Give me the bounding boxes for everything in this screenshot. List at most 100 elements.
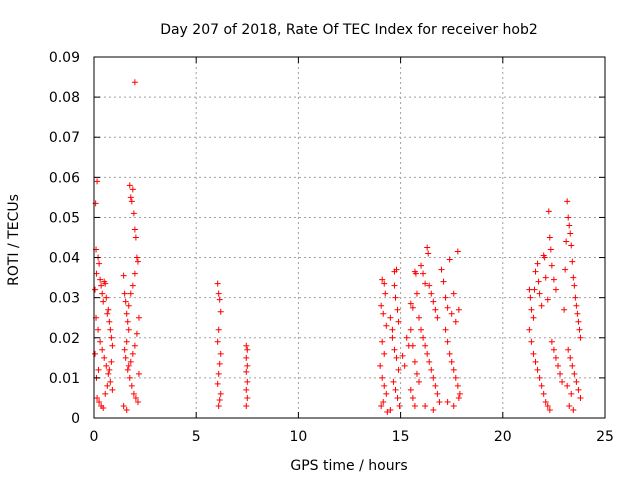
- data-point: [566, 402, 573, 409]
- data-point: [125, 302, 132, 309]
- data-point: [425, 250, 432, 257]
- data-point: [109, 342, 116, 349]
- x-axis-label: GPS time / hours: [290, 458, 407, 474]
- data-point: [107, 378, 114, 385]
- data-point: [392, 294, 399, 301]
- data-point: [415, 378, 422, 385]
- data-point: [428, 290, 435, 297]
- data-point: [381, 280, 388, 287]
- data-point: [546, 234, 553, 241]
- data-point: [420, 270, 427, 277]
- data-point: [559, 378, 566, 385]
- data-point: [108, 358, 115, 365]
- data-point: [442, 326, 449, 333]
- data-point: [121, 346, 128, 353]
- data-point: [395, 318, 402, 325]
- data-point: [536, 374, 543, 381]
- data-point: [244, 346, 251, 353]
- data-point: [569, 258, 576, 265]
- data-point: [422, 342, 429, 349]
- data-point: [530, 350, 537, 357]
- data-point: [436, 398, 443, 405]
- y-tick-label: 0.04: [49, 251, 80, 267]
- data-point: [109, 386, 116, 393]
- data-point: [418, 262, 425, 269]
- data-point: [548, 338, 555, 345]
- data-point: [420, 334, 427, 341]
- data-point: [446, 350, 453, 357]
- data-point: [378, 302, 385, 309]
- data-point: [243, 386, 250, 393]
- data-point: [123, 310, 130, 317]
- data-point: [383, 322, 390, 329]
- data-point: [545, 208, 552, 215]
- data-point: [380, 310, 387, 317]
- data-point: [526, 326, 533, 333]
- data-point: [572, 294, 579, 301]
- data-point: [528, 306, 535, 313]
- data-point: [384, 408, 391, 415]
- data-point: [394, 306, 401, 313]
- data-point: [413, 370, 420, 377]
- data-point: [561, 306, 568, 313]
- chart-title: Day 207 of 2018, Rate Of TEC Index for r…: [160, 22, 538, 38]
- data-point: [455, 394, 462, 401]
- data-point: [570, 406, 577, 413]
- data-point: [377, 362, 384, 369]
- data-point: [217, 390, 224, 397]
- data-point: [564, 382, 571, 389]
- data-point: [92, 350, 99, 357]
- y-axis-ticks: 0 0.01 0.02 0.03 0.04 0.05 0.06 0.07 0.08 0.09: [49, 50, 605, 427]
- data-point: [389, 326, 396, 333]
- data-point: [577, 394, 584, 401]
- data-point: [132, 234, 139, 241]
- y-axis-label: ROTI / TECUs: [6, 194, 22, 286]
- data-point: [401, 362, 408, 369]
- data-point: [424, 350, 431, 357]
- data-point: [215, 402, 222, 409]
- plot-frame: [93, 56, 606, 419]
- data-point: [407, 386, 414, 393]
- data-point: [244, 378, 251, 385]
- data-point: [123, 338, 130, 345]
- data-point: [134, 398, 141, 405]
- data-point: [129, 350, 136, 357]
- data-point: [131, 79, 138, 86]
- data-point: [105, 370, 112, 377]
- data-point: [454, 248, 461, 255]
- data-point: [426, 358, 433, 365]
- data-point: [428, 366, 435, 373]
- data-point: [104, 382, 111, 389]
- data-point: [430, 374, 437, 381]
- data-point: [124, 366, 131, 373]
- data-point: [568, 242, 575, 249]
- data-point: [399, 352, 406, 359]
- y-tick-label: 0.05: [49, 210, 80, 226]
- data-point: [216, 396, 223, 403]
- data-point: [573, 378, 580, 385]
- data-point: [530, 314, 537, 321]
- data-point: [379, 276, 386, 283]
- data-point: [422, 402, 429, 409]
- data-point: [563, 238, 570, 245]
- data-point: [103, 362, 110, 369]
- data-point: [573, 302, 580, 309]
- data-point: [244, 362, 251, 369]
- data-point: [415, 314, 422, 321]
- data-point: [422, 280, 429, 287]
- data-point: [131, 270, 138, 277]
- grid-lines: [94, 57, 605, 418]
- data-point: [531, 286, 538, 293]
- data-point: [454, 382, 461, 389]
- data-point: [129, 186, 136, 193]
- data-point: [122, 354, 129, 361]
- data-point: [244, 394, 251, 401]
- data-point: [395, 366, 402, 373]
- data-point: [413, 290, 420, 297]
- data-point: [217, 350, 224, 357]
- data-point: [571, 282, 578, 289]
- data-point: [134, 258, 141, 265]
- data-point: [382, 290, 389, 297]
